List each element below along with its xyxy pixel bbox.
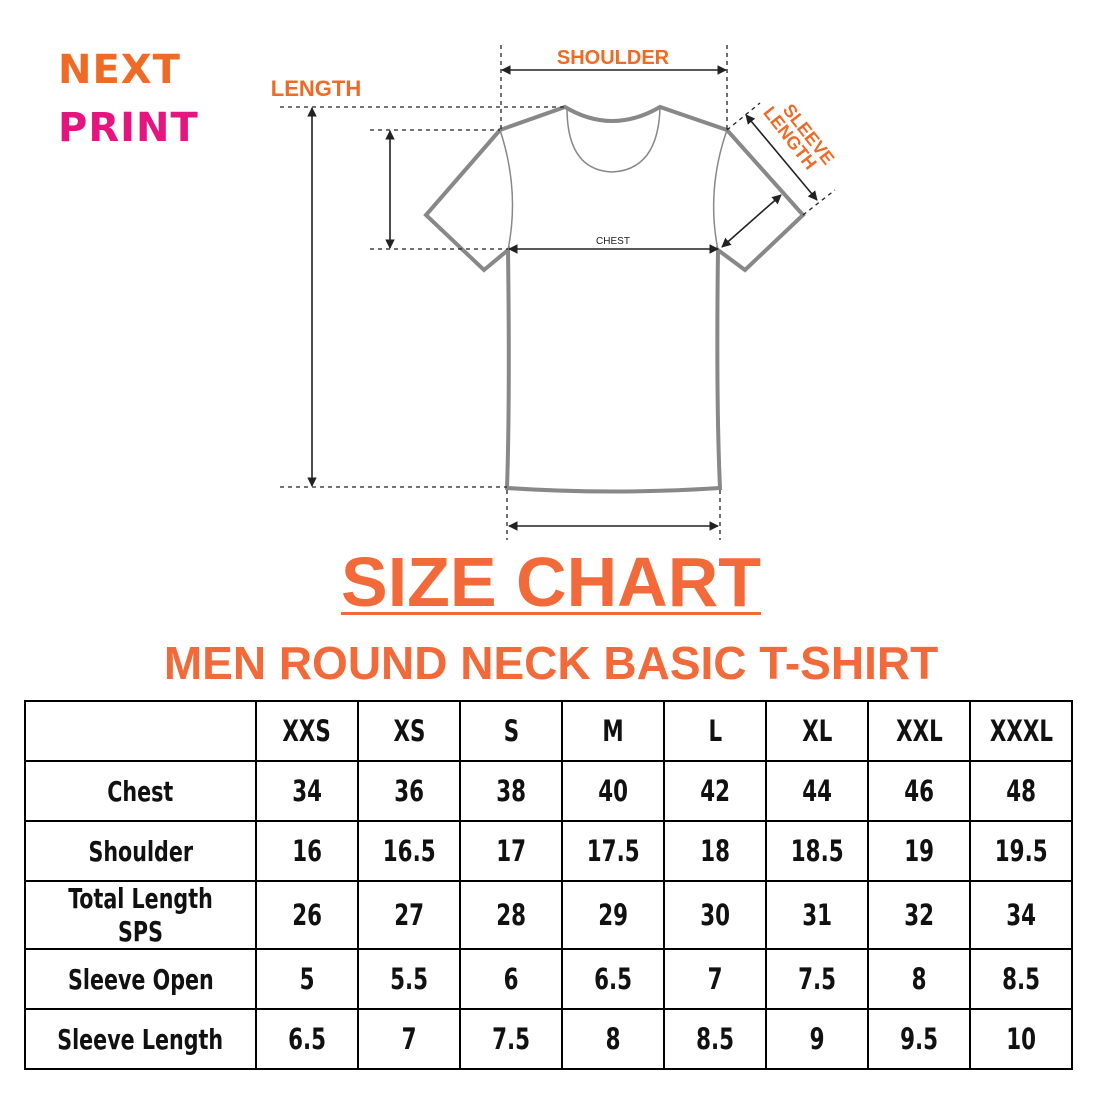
header-cell: XS [357,700,461,762]
value-cell: 7 [663,948,767,1010]
value-cell: 31 [765,880,869,950]
logo-next: NEXT [58,47,181,93]
header-cell: XXXL [969,700,1073,762]
table-row: Shoulder 16 16.5 17 17.5 18 18.5 19 19.5 [24,820,1073,882]
value-cell: 32 [867,880,971,950]
header-cell: S [459,700,563,762]
sleeve-length-arrow [745,114,818,201]
value-cell: 5.5 [357,948,461,1010]
table-header-row: XXS XS S M L XL XXL XXXL [24,700,1073,762]
table-row: Chest 34 36 38 40 42 44 46 48 [24,760,1073,822]
value-cell: 7.5 [765,948,869,1010]
value-cell: 6 [459,948,563,1010]
table-row: Total Length SPS 26 27 28 29 30 31 32 34 [24,880,1073,950]
value-cell: 8 [867,948,971,1010]
value-cell: 7 [357,1008,461,1070]
size-table: XXS XS S M L XL XXL XXXL Chest 34 36 38 40 42… [24,700,1073,1070]
value-cell: 18.5 [765,820,869,882]
value-cell: 17 [459,820,563,882]
page-title: SIZE CHART [341,543,761,621]
table-row: Sleeve Length 6.5 7 7.5 8 8.5 9 9.5 10 [24,1008,1073,1070]
value-cell: 48 [969,760,1073,822]
header-cell: XL [765,700,869,762]
value-cell: 16.5 [357,820,461,882]
value-cell: 34 [255,760,359,822]
row-label: Sleeve Length [24,1008,257,1070]
table-corner [24,700,257,762]
value-cell: 29 [561,880,665,950]
tshirt-outline [423,104,806,494]
value-cell: 17.5 [561,820,665,882]
page-subtitle: MEN ROUND NECK BASIC T-SHIRT [163,637,939,689]
header-cell: XXL [867,700,971,762]
header-cell: L [663,700,767,762]
header-cell: XXS [255,700,359,762]
value-cell: 6.5 [561,948,665,1010]
value-cell: 6.5 [255,1008,359,1070]
row-label: Chest [24,760,257,822]
value-cell: 34 [969,880,1073,950]
value-cell: 40 [561,760,665,822]
value-cell: 19.5 [969,820,1073,882]
value-cell: 36 [357,760,461,822]
value-cell: 5 [255,948,359,1010]
tshirt-diagram: SHOULDER LENGTH CHEST SLEEVE LENGTH [271,45,838,540]
sleeve-open-arrow [721,194,782,248]
value-cell: 44 [765,760,869,822]
value-cell: 8.5 [969,948,1073,1010]
value-cell: 7.5 [459,1008,563,1070]
value-cell: 9 [765,1008,869,1070]
chest-label: CHEST [596,236,630,247]
value-cell: 18 [663,820,767,882]
header-cell: M [561,700,665,762]
value-cell: 26 [255,880,359,950]
value-cell: 46 [867,760,971,822]
value-cell: 30 [663,880,767,950]
value-cell: 8 [561,1008,665,1070]
row-label: Shoulder [24,820,257,882]
value-cell: 8.5 [663,1008,767,1070]
table-row: Sleeve Open 5 5.5 6 6.5 7 7.5 8 8.5 [24,948,1073,1010]
value-cell: 28 [459,880,563,950]
value-cell: 42 [663,760,767,822]
shoulder-label: SHOULDER [557,47,670,69]
value-cell: 38 [459,760,563,822]
value-cell: 27 [357,880,461,950]
row-label: Sleeve Open [24,948,257,1010]
value-cell: 9.5 [867,1008,971,1070]
logo-print: PRINT [58,105,199,151]
value-cell: 19 [867,820,971,882]
row-label: Total Length SPS [24,880,257,950]
value-cell: 16 [255,820,359,882]
length-label: LENGTH [271,76,361,101]
value-cell: 10 [969,1008,1073,1070]
